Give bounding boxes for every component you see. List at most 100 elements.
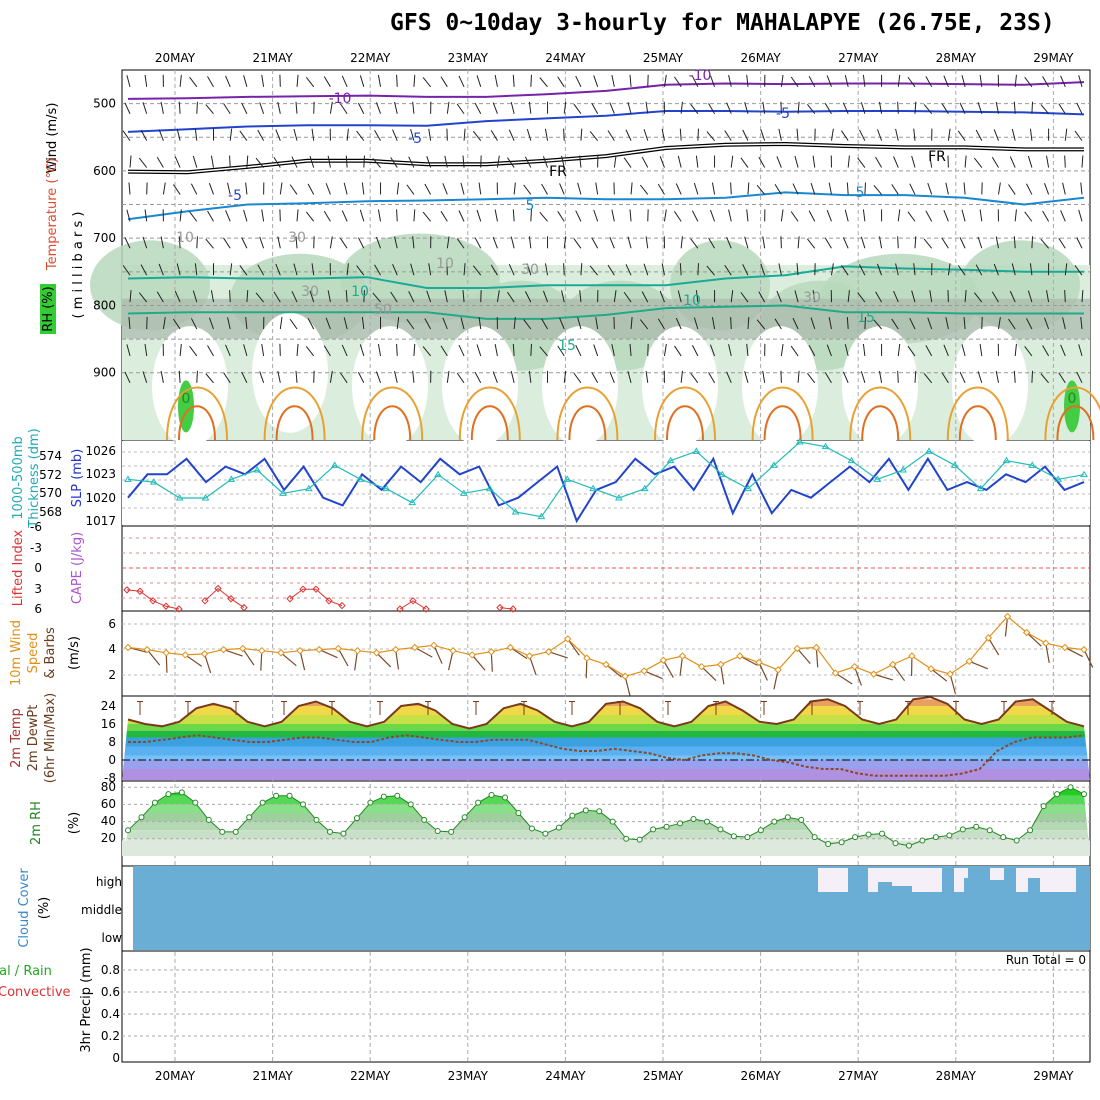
wind-barb: [210, 155, 215, 168]
wind-barb: [593, 75, 599, 87]
wind-barb: [138, 292, 148, 303]
wind-barb: [575, 75, 582, 88]
wind-barb: [462, 155, 465, 168]
wind-barb: [413, 343, 416, 356]
wind-barb: [463, 128, 466, 141]
wind-barb: [241, 237, 248, 249]
wind-barb: [225, 210, 231, 222]
wind-barb: [413, 74, 416, 87]
wind-barb: [359, 209, 365, 222]
rh-marker: [959, 826, 966, 833]
thickness-marker: [175, 494, 184, 501]
lifted-index-marker: [162, 602, 170, 610]
clear-sky-gap: [964, 868, 968, 878]
wind-barb: [927, 317, 933, 330]
wind-barb-10m: [318, 649, 338, 659]
wind-barb: [390, 291, 398, 303]
date-label-bottom: 27MAY: [838, 1069, 879, 1083]
wind-barb: [663, 343, 667, 356]
wind-barb-10m: [930, 668, 948, 682]
wind-barb: [396, 317, 400, 330]
wind-barb: [528, 101, 532, 114]
wind-barb: [740, 157, 749, 168]
wind-barb: [697, 128, 699, 141]
wind-barb: [895, 263, 899, 276]
wind-speed-marker: [564, 635, 572, 643]
rh-marker: [461, 814, 468, 821]
rh-marker: [636, 836, 643, 843]
wind-barb: [925, 210, 933, 222]
rh-marker: [125, 827, 131, 834]
wind-barb: [680, 370, 683, 383]
wind-barb: [406, 318, 415, 330]
wind-barb: [189, 211, 198, 222]
wind-barb: [557, 76, 565, 88]
wind-barb: [563, 370, 567, 383]
isotherm-20: [263, 386, 326, 441]
wind-barb: [424, 183, 432, 195]
rh-marker: [905, 842, 912, 849]
wind-barb: [357, 371, 365, 384]
wind-barb-10m: [701, 666, 717, 681]
wind-barb: [907, 211, 916, 222]
wind-barb: [945, 317, 949, 330]
wind-speed-marker: [200, 650, 209, 658]
thickness-marker: [1028, 461, 1037, 468]
clear-sky-gap: [990, 868, 1004, 880]
thickness-marker: [124, 475, 132, 482]
wind-barb-10m: [299, 650, 306, 671]
rh-marker: [582, 807, 589, 814]
thickness-marker: [615, 494, 623, 501]
wind-barb: [440, 345, 448, 357]
wind-barb: [959, 237, 966, 249]
wind-barb: [460, 317, 465, 330]
clear-pocket: [352, 326, 428, 447]
wind-barb: [372, 292, 381, 303]
y-tick-label: -6: [30, 520, 42, 534]
rh-marker: [502, 794, 509, 801]
thickness-marker: [873, 475, 882, 482]
rh-marker: [973, 823, 980, 830]
wind-barb-10m: [720, 664, 725, 685]
wind-barb: [510, 236, 515, 249]
wind-barb: [790, 345, 799, 357]
wind-barb: [623, 291, 632, 303]
wind-barb-10m: [987, 637, 1000, 656]
wind-speed-marker: [219, 645, 228, 654]
wind-barb: [444, 290, 448, 303]
wind-barb: [580, 263, 583, 276]
isotherm-25: [1056, 405, 1095, 441]
wind-barb: [792, 183, 799, 195]
wind-barb: [675, 183, 682, 195]
wind-speed-marker: [755, 658, 763, 667]
rh-marker: [879, 830, 886, 837]
wind-barb: [680, 101, 683, 114]
wind-barb: [124, 237, 131, 249]
y-tick-label: 568: [39, 505, 62, 519]
wind-barb: [396, 74, 398, 87]
wind-barb: [847, 155, 850, 168]
wind10-unit: (m/s): [67, 636, 82, 670]
wind-barb: [339, 103, 348, 115]
y-tick-label: 1023: [85, 467, 116, 481]
date-label-top: 24MAY: [545, 51, 586, 65]
date-label-bottom: 25MAY: [643, 1069, 684, 1083]
wind-barb-10m: [528, 655, 537, 676]
wind-barb: [246, 155, 249, 168]
wind-barb: [877, 129, 883, 141]
wind-barb: [341, 344, 348, 357]
thickness-marker: [770, 461, 778, 468]
wind-barb: [679, 263, 682, 276]
wind-barb: [679, 128, 682, 141]
wind-barb: [512, 209, 515, 222]
temp-label-b: 2m DewPt: [26, 705, 41, 772]
wind-barb-10m: [758, 662, 768, 681]
wind-barb: [810, 317, 816, 330]
wind-barb: [730, 155, 734, 168]
clear-sky-gap: [818, 868, 848, 892]
wind-barb: [1081, 155, 1084, 168]
wind-barb: [760, 129, 766, 141]
wind-barb: [625, 264, 632, 276]
wind-barb: [577, 182, 582, 195]
clear-pocket: [842, 326, 918, 447]
